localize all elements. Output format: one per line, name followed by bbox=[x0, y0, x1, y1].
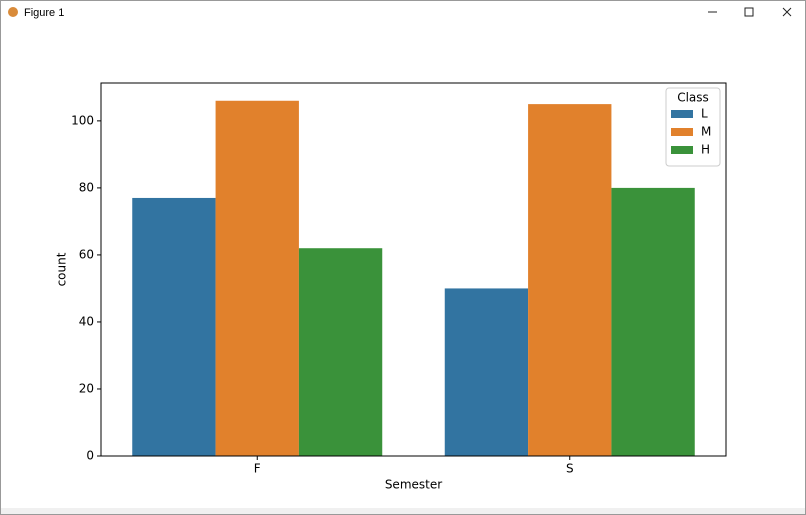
y-tick-label: 0 bbox=[86, 449, 94, 463]
y-tick-label: 40 bbox=[79, 314, 94, 328]
bar bbox=[298, 248, 383, 456]
x-tick-label: F bbox=[254, 462, 261, 476]
window-title: Figure 1 bbox=[24, 7, 64, 19]
legend-label: M bbox=[701, 125, 711, 139]
legend-swatch bbox=[671, 128, 693, 136]
toolbar bbox=[1, 508, 805, 514]
legend-swatch bbox=[671, 146, 693, 154]
bar bbox=[215, 100, 299, 456]
y-tick-label: 60 bbox=[79, 247, 94, 261]
legend-swatch bbox=[671, 110, 693, 118]
legend-label: H bbox=[701, 143, 710, 157]
bar bbox=[444, 288, 529, 456]
maximize-button[interactable] bbox=[744, 7, 754, 17]
app-icon bbox=[8, 7, 18, 17]
legend-title: Class bbox=[677, 91, 709, 105]
close-button[interactable] bbox=[782, 7, 792, 17]
y-tick-label: 80 bbox=[79, 180, 94, 194]
y-axis-label: count bbox=[55, 252, 69, 286]
y-tick-label: 20 bbox=[79, 381, 94, 395]
bar bbox=[132, 197, 216, 456]
x-tick-label: S bbox=[566, 462, 574, 476]
bar bbox=[611, 187, 695, 456]
y-tick-label: 100 bbox=[71, 113, 94, 127]
plot-frame bbox=[100, 82, 727, 457]
legend-label: L bbox=[701, 107, 708, 121]
plot: 0 20 40 60 80 100 F S Semester count Class LMH bbox=[55, 82, 727, 492]
bar bbox=[528, 104, 612, 456]
x-axis-label: Semester bbox=[385, 478, 442, 492]
